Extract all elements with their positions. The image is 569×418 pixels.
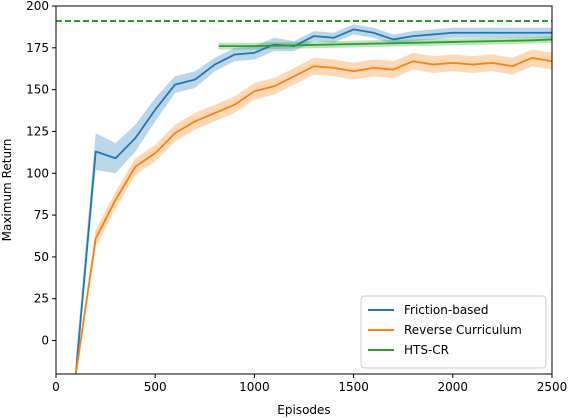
y-tick-label: 125	[26, 124, 49, 138]
y-tick-label: 100	[26, 166, 49, 180]
y-tick-label: 200	[26, 0, 49, 13]
legend-label-1: Friction-based	[404, 303, 488, 317]
y-tick-label: 0	[41, 334, 49, 348]
x-tick-label: 2000	[438, 380, 469, 394]
x-tick-label: 2500	[537, 380, 568, 394]
x-tick-label: 1000	[239, 380, 270, 394]
legend-label-2: Reverse Curriculum	[404, 323, 522, 337]
series-line-2	[74, 56, 553, 375]
x-tick-label: 500	[144, 380, 167, 394]
y-tick-label: 75	[34, 208, 49, 222]
plot-area-frame	[55, 5, 553, 375]
x-tick-label: 1500	[338, 380, 369, 394]
legend-label-3: HTS-CR	[404, 343, 449, 357]
series-line-1	[74, 28, 552, 375]
y-tick-label: 175	[26, 41, 49, 55]
series-lines	[74, 28, 553, 375]
y-tick-label: 50	[34, 250, 49, 264]
x-axis-ticks: 0 500 1000 1500 2000 2500	[52, 374, 567, 394]
x-tick-label: 0	[52, 380, 60, 394]
y-axis-label: Maximum Return	[0, 139, 14, 242]
y-tick-label: 150	[26, 83, 49, 97]
series-line-3	[218, 38, 553, 48]
y-axis-ticks: 0 25 50 75 100 125 150 175 200	[26, 0, 56, 348]
legend: Friction-based Reverse Curriculum HTS-CR	[360, 295, 547, 369]
legend-box	[360, 295, 547, 369]
x-axis-label: Episodes	[277, 403, 330, 417]
y-tick-label: 25	[34, 292, 49, 306]
